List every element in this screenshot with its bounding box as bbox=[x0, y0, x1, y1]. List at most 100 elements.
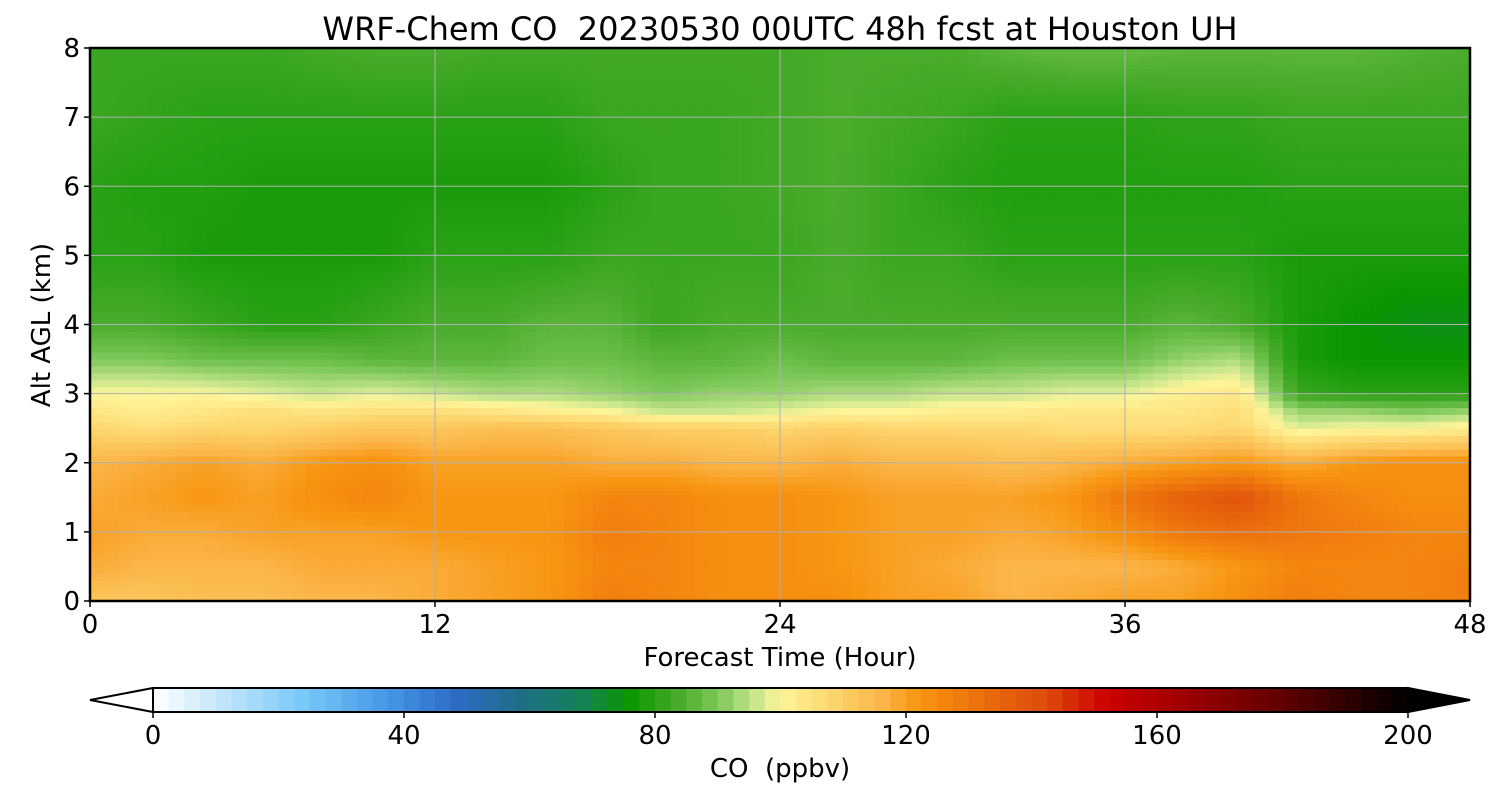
heat-cell bbox=[348, 289, 364, 298]
heat-cell bbox=[952, 393, 968, 402]
heat-cell bbox=[377, 518, 393, 526]
heat-cell bbox=[161, 372, 177, 381]
heat-cell bbox=[161, 393, 177, 402]
heat-cell bbox=[334, 317, 350, 326]
heat-cell bbox=[305, 469, 321, 478]
heat-cell bbox=[708, 276, 724, 284]
heat-cell bbox=[1240, 262, 1255, 270]
heat-cell bbox=[1283, 359, 1299, 367]
heat-cell bbox=[995, 331, 1011, 339]
heat-cell bbox=[90, 414, 105, 422]
heat-cell bbox=[607, 414, 623, 422]
heat-cell bbox=[1369, 296, 1385, 305]
heat-cell bbox=[895, 365, 910, 374]
heat-cell bbox=[708, 248, 724, 256]
heat-cell bbox=[1297, 345, 1313, 353]
heat-cell bbox=[435, 504, 450, 512]
heat-cell bbox=[305, 428, 321, 436]
heat-cell bbox=[205, 407, 220, 415]
heat-cell bbox=[952, 476, 968, 485]
heat-cell bbox=[1225, 455, 1241, 464]
heat-cell bbox=[348, 448, 364, 457]
heat-cell bbox=[363, 372, 379, 381]
heat-cell bbox=[1412, 448, 1428, 457]
heat-cell bbox=[147, 241, 163, 250]
heat-cell bbox=[1455, 372, 1470, 381]
heat-cell bbox=[334, 414, 350, 422]
heat-cell bbox=[1139, 255, 1155, 263]
heat-cell bbox=[578, 435, 594, 443]
heat-cell bbox=[1455, 566, 1470, 574]
heat-cell bbox=[363, 587, 379, 595]
heat-cell bbox=[866, 421, 882, 429]
heat-cell bbox=[966, 580, 982, 588]
heat-cell bbox=[736, 455, 752, 464]
heat-cell bbox=[722, 421, 738, 429]
heat-cell bbox=[161, 490, 177, 498]
heat-cell bbox=[463, 283, 479, 291]
heat-cell bbox=[233, 531, 249, 540]
heat-cell bbox=[1398, 587, 1414, 595]
heat-cell bbox=[1369, 580, 1385, 588]
heat-cell bbox=[90, 448, 105, 457]
heat-cell bbox=[1038, 393, 1054, 402]
heat-cell bbox=[1283, 483, 1299, 491]
heat-cell bbox=[1283, 490, 1299, 498]
heat-cell bbox=[765, 524, 781, 533]
heat-cell bbox=[348, 310, 364, 319]
heat-cell bbox=[262, 573, 278, 581]
heat-cell bbox=[1225, 379, 1241, 388]
heat-cell bbox=[1081, 511, 1097, 519]
heat-cell bbox=[923, 504, 939, 512]
heat-cell bbox=[636, 531, 652, 540]
heat-cell bbox=[161, 283, 177, 291]
heat-cell bbox=[176, 372, 192, 381]
heat-cell bbox=[923, 338, 939, 346]
heat-cell bbox=[521, 269, 537, 277]
heat-cell bbox=[895, 469, 910, 478]
heat-cell bbox=[1139, 428, 1155, 436]
heat-cell bbox=[449, 241, 465, 250]
heat-cell bbox=[1455, 573, 1470, 581]
heat-cell bbox=[1311, 552, 1327, 561]
heat-cell bbox=[1067, 400, 1083, 409]
heat-cell bbox=[909, 310, 925, 319]
heat-cell bbox=[780, 518, 795, 526]
heat-cell bbox=[291, 269, 307, 277]
heat-cell bbox=[406, 428, 422, 436]
heat-cell bbox=[1383, 511, 1399, 519]
heat-cell bbox=[248, 518, 264, 526]
heat-cell bbox=[909, 497, 925, 505]
heat-cell bbox=[190, 462, 206, 471]
heat-cell bbox=[492, 372, 508, 381]
heat-cell bbox=[909, 538, 925, 547]
heat-cell bbox=[550, 518, 565, 526]
heat-cell bbox=[104, 594, 120, 601]
heat-cell bbox=[1383, 435, 1399, 443]
heat-cell bbox=[506, 400, 522, 409]
heat-cell bbox=[665, 580, 680, 588]
heat-cell bbox=[363, 283, 379, 291]
heat-cell bbox=[650, 379, 666, 388]
heat-cell bbox=[621, 283, 637, 291]
heat-cell bbox=[478, 331, 494, 339]
heat-cell bbox=[449, 442, 465, 450]
heat-cell bbox=[851, 296, 867, 305]
heat-cell bbox=[262, 483, 278, 491]
heat-cell bbox=[1283, 289, 1299, 298]
heat-cell bbox=[578, 566, 594, 574]
heat-cell bbox=[665, 435, 680, 443]
heat-cell bbox=[1024, 462, 1040, 471]
heat-cell bbox=[435, 407, 450, 415]
heat-cell bbox=[1038, 552, 1054, 561]
heat-cell bbox=[161, 248, 177, 256]
heat-cell bbox=[1038, 462, 1054, 471]
heat-cell bbox=[578, 352, 594, 360]
heat-cell bbox=[1096, 283, 1112, 291]
heat-cell bbox=[521, 248, 537, 256]
heat-cell bbox=[665, 372, 680, 381]
heat-cell bbox=[478, 442, 494, 450]
heat-cell bbox=[794, 303, 810, 312]
heat-cell bbox=[219, 352, 235, 360]
heat-cell bbox=[650, 338, 666, 346]
